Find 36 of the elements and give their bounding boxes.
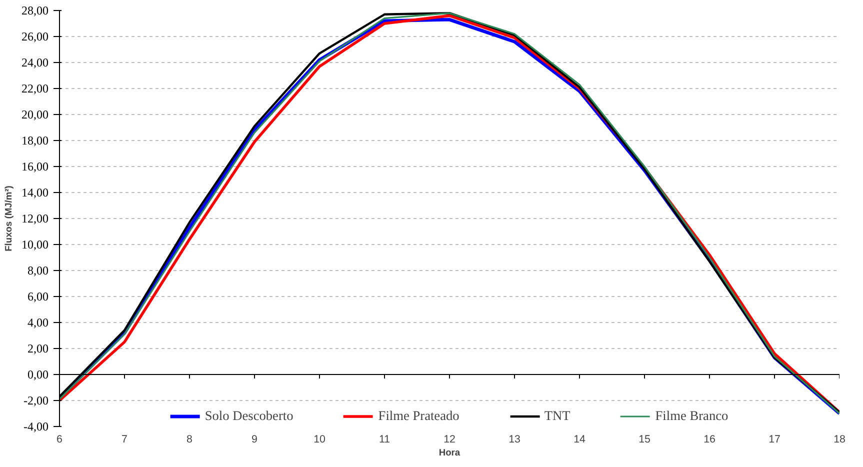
- x-tick-label: 12: [444, 434, 456, 446]
- y-tick-label: 12,00: [22, 212, 48, 226]
- y-axis-title: Fluxos (MJ/m²): [4, 186, 14, 252]
- y-tick-label: 26,00: [22, 30, 48, 44]
- x-tick-label: 10: [314, 434, 326, 446]
- y-tick-label: 20,00: [22, 108, 48, 122]
- x-tick-label: 11: [378, 434, 390, 446]
- x-tick-label: 9: [252, 434, 258, 446]
- x-tick-label: 15: [638, 434, 650, 446]
- y-tick-label: 16,00: [22, 160, 48, 174]
- x-tick-label: 16: [704, 434, 716, 446]
- y-tick-label: 2,00: [28, 342, 48, 356]
- y-tick-label: -2,00: [24, 394, 49, 408]
- y-tick-label: 24,00: [22, 56, 48, 70]
- y-tick-label: 0,00: [28, 368, 48, 382]
- y-tick-label: 8,00: [28, 264, 48, 278]
- x-tick-label: 17: [768, 434, 780, 446]
- y-tick-label: 22,00: [22, 82, 48, 96]
- y-tick-label: 4,00: [28, 316, 48, 330]
- x-tick-label: 14: [574, 434, 586, 446]
- x-axis-title: Hora: [438, 448, 461, 458]
- y-tick-label: 6,00: [28, 290, 48, 304]
- y-tick-label: -4,00: [24, 420, 49, 434]
- y-tick-label: 28,00: [22, 4, 48, 18]
- x-tick-label: 13: [508, 434, 520, 446]
- y-tick-label: 10,00: [22, 238, 48, 252]
- x-tick-label: 8: [186, 434, 193, 446]
- y-tick-label: 18,00: [22, 134, 48, 148]
- legend-label: Solo Descoberto: [204, 408, 294, 424]
- legend-label: TNT: [544, 408, 570, 424]
- y-tick-label: 14,00: [22, 186, 48, 200]
- x-tick-label: 7: [122, 434, 128, 446]
- legend-label: Filme Branco: [655, 408, 728, 424]
- x-tick-label: 18: [834, 434, 846, 446]
- x-tick-label: 6: [56, 434, 63, 446]
- legend-label: Filme Prateado: [378, 408, 460, 424]
